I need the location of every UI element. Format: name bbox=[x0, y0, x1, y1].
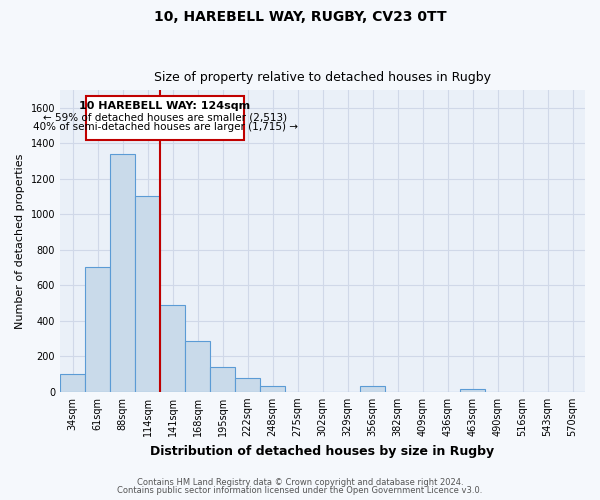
Bar bbox=[260, 386, 285, 392]
Bar bbox=[135, 196, 160, 392]
Bar bbox=[360, 386, 385, 392]
Bar bbox=[460, 389, 485, 392]
Text: 10 HAREBELL WAY: 124sqm: 10 HAREBELL WAY: 124sqm bbox=[79, 102, 251, 112]
X-axis label: Distribution of detached houses by size in Rugby: Distribution of detached houses by size … bbox=[151, 444, 494, 458]
Bar bbox=[110, 154, 135, 392]
Title: Size of property relative to detached houses in Rugby: Size of property relative to detached ho… bbox=[154, 72, 491, 85]
Bar bbox=[210, 367, 235, 392]
Text: 40% of semi-detached houses are larger (1,715) →: 40% of semi-detached houses are larger (… bbox=[32, 122, 298, 132]
Bar bbox=[235, 378, 260, 392]
Text: 10, HAREBELL WAY, RUGBY, CV23 0TT: 10, HAREBELL WAY, RUGBY, CV23 0TT bbox=[154, 10, 446, 24]
FancyBboxPatch shape bbox=[86, 96, 244, 140]
Bar bbox=[160, 305, 185, 392]
Bar bbox=[85, 268, 110, 392]
Text: ← 59% of detached houses are smaller (2,513): ← 59% of detached houses are smaller (2,… bbox=[43, 112, 287, 122]
Y-axis label: Number of detached properties: Number of detached properties bbox=[15, 153, 25, 328]
Bar bbox=[60, 374, 85, 392]
Bar bbox=[185, 341, 210, 392]
Text: Contains HM Land Registry data © Crown copyright and database right 2024.: Contains HM Land Registry data © Crown c… bbox=[137, 478, 463, 487]
Text: Contains public sector information licensed under the Open Government Licence v3: Contains public sector information licen… bbox=[118, 486, 482, 495]
